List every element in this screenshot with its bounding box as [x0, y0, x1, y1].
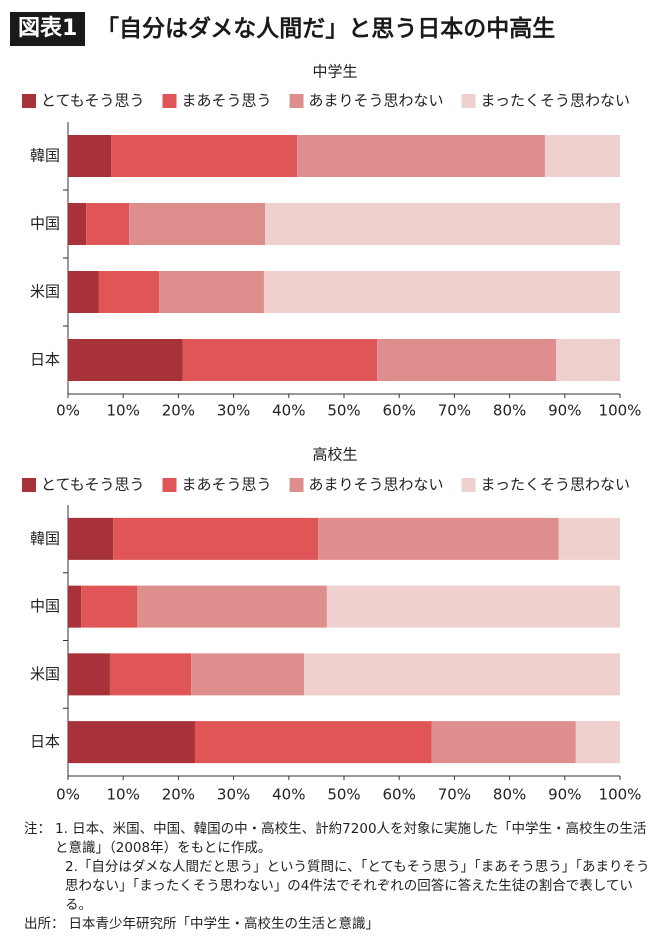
note-row: 2.「自分はダメな人間だと思う」という質問に、「とてもそう思う」「まあそう思う」…: [24, 858, 654, 915]
bar-segment: [575, 721, 620, 764]
x-tick-label: 30%: [217, 786, 250, 804]
bar-segment: [109, 653, 192, 696]
bar-segment: [137, 585, 327, 628]
bar-segment: [194, 721, 432, 764]
legend-label: とてもそう思う: [41, 92, 145, 110]
x-tick-label: 50%: [327, 402, 360, 420]
x-tick-label: 80%: [493, 786, 526, 804]
bar-segment: [263, 271, 620, 313]
legend-swatch: [22, 94, 36, 108]
bar-segment: [98, 271, 160, 313]
bar-segment: [68, 135, 112, 177]
x-tick-label: 90%: [548, 402, 581, 420]
x-tick-label: 100%: [599, 786, 642, 804]
bar-segment: [431, 721, 576, 764]
page-title: 「自分はダメな人間だ」と思う日本の中高生: [96, 16, 556, 42]
note-label: 注：: [24, 821, 51, 837]
bar-segment: [129, 203, 266, 245]
x-tick-label: 0%: [56, 786, 80, 804]
x-tick-label: 60%: [383, 402, 416, 420]
bar-segment: [68, 339, 183, 381]
y-tick-label: 韓国: [30, 529, 60, 547]
legend-label: あまりそう思わない: [309, 92, 444, 110]
bar-segment: [68, 271, 99, 313]
legend-swatch: [461, 94, 476, 108]
y-tick-label: 米国: [30, 283, 60, 301]
bar-segment: [81, 585, 137, 628]
source: 日本青少年研究所「中学生・高校生の生活と意識」: [68, 916, 380, 932]
legend-label: まったくそう思わない: [481, 92, 630, 110]
bar-segment: [377, 339, 556, 381]
bar-segment: [111, 135, 298, 177]
bar-segment: [68, 203, 87, 245]
bar-segment: [555, 339, 620, 381]
x-tick-label: 70%: [438, 402, 471, 420]
x-tick-label: 10%: [107, 402, 140, 420]
x-tick-label: 60%: [383, 786, 416, 804]
x-tick-label: 40%: [272, 402, 305, 420]
notes: 注： 1. 日本、米国、中国、韓国の中・高校生、計約7200人を対象に実施した「…: [24, 820, 654, 934]
legend-label: まあそう思う: [182, 476, 272, 494]
bar-segment: [558, 517, 620, 560]
y-tick-label: 日本: [30, 733, 60, 751]
note-row: 注： 1. 日本、米国、中国、韓国の中・高校生、計約7200人を対象に実施した「…: [24, 820, 654, 858]
legend-label: まあそう思う: [182, 92, 272, 110]
y-tick-label: 米国: [30, 665, 60, 683]
x-tick-label: 80%: [493, 402, 526, 420]
bar-segment: [191, 653, 305, 696]
legend-label: とてもそう思う: [41, 476, 145, 494]
legend-label: まったくそう思わない: [481, 476, 630, 494]
x-tick-label: 20%: [162, 786, 195, 804]
y-tick-label: 日本: [30, 351, 60, 369]
x-tick-label: 20%: [162, 402, 195, 420]
note-row: 出所： 日本青少年研究所「中学生・高校生の生活と意識」: [24, 915, 654, 934]
note-item: 1. 日本、米国、中国、韓国の中・高校生、計約7200人を対象に実施した「中学生…: [55, 821, 647, 856]
bar-segment: [182, 339, 378, 381]
y-tick-label: 中国: [30, 215, 60, 233]
chart-subtitle: 高校生: [312, 446, 357, 464]
legend-swatch: [162, 94, 177, 108]
source-label: 出所：: [24, 916, 65, 932]
legend-label: あまりそう思わない: [309, 476, 444, 494]
y-tick-label: 中国: [30, 597, 60, 615]
x-tick-label: 40%: [272, 786, 305, 804]
bar-segment: [86, 203, 130, 245]
figure-badge: 図表1: [10, 12, 86, 46]
bar-segment: [304, 653, 620, 696]
y-tick-label: 韓国: [30, 147, 60, 165]
legend-swatch: [289, 94, 304, 108]
note-item: 2.「自分はダメな人間だと思う」という質問に、「とてもそう思う」「まあそう思う」…: [65, 859, 650, 913]
x-tick-label: 30%: [217, 402, 250, 420]
bar-segment: [544, 135, 620, 177]
bar-segment: [318, 517, 559, 560]
legend-swatch: [461, 478, 476, 492]
bar-segment: [68, 721, 195, 764]
legend-swatch: [162, 478, 177, 492]
bar-segment: [297, 135, 545, 177]
bar-segment: [265, 203, 620, 245]
x-tick-label: 0%: [56, 402, 80, 420]
x-tick-label: 70%: [438, 786, 471, 804]
x-tick-label: 100%: [599, 402, 642, 420]
bar-segment: [68, 653, 110, 696]
bar-segment: [68, 517, 114, 560]
bar-segment: [159, 271, 264, 313]
legend-swatch: [22, 478, 36, 492]
x-tick-label: 50%: [327, 786, 360, 804]
bar-segment: [326, 585, 620, 628]
bar-segment: [113, 517, 319, 560]
x-tick-label: 10%: [107, 786, 140, 804]
bar-segment: [68, 585, 82, 628]
x-tick-label: 90%: [548, 786, 581, 804]
legend-swatch: [289, 478, 304, 492]
chart-subtitle: 中学生: [312, 63, 357, 81]
